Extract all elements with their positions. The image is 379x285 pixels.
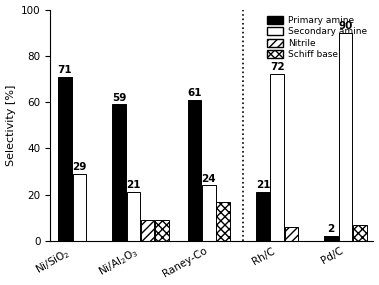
Bar (112, 104, 126, 241)
Text: 72: 72 (270, 62, 285, 72)
Bar (127, 192, 140, 241)
Text: 61: 61 (187, 88, 202, 98)
Bar (141, 220, 155, 241)
Bar (353, 225, 366, 241)
Bar (58, 77, 72, 241)
Bar (188, 100, 201, 241)
Text: 2: 2 (327, 224, 335, 235)
Bar (324, 236, 338, 241)
Legend: Primary amine, Secondary amine, Nitrile, Schiff base: Primary amine, Secondary amine, Nitrile,… (265, 14, 369, 61)
Bar (72, 174, 86, 241)
Text: 71: 71 (58, 65, 72, 75)
Bar (339, 33, 352, 241)
Text: 24: 24 (202, 174, 216, 184)
Text: 59: 59 (112, 93, 126, 103)
Bar (256, 192, 270, 241)
Text: 21: 21 (255, 180, 270, 190)
Text: 29: 29 (72, 162, 86, 172)
Bar (285, 227, 298, 241)
Bar (155, 220, 169, 241)
Bar (216, 201, 230, 241)
Bar (202, 185, 216, 241)
Text: 21: 21 (126, 180, 141, 190)
Y-axis label: Selectivity [%]: Selectivity [%] (6, 85, 16, 166)
Text: 90: 90 (338, 21, 353, 31)
Bar (270, 74, 284, 241)
